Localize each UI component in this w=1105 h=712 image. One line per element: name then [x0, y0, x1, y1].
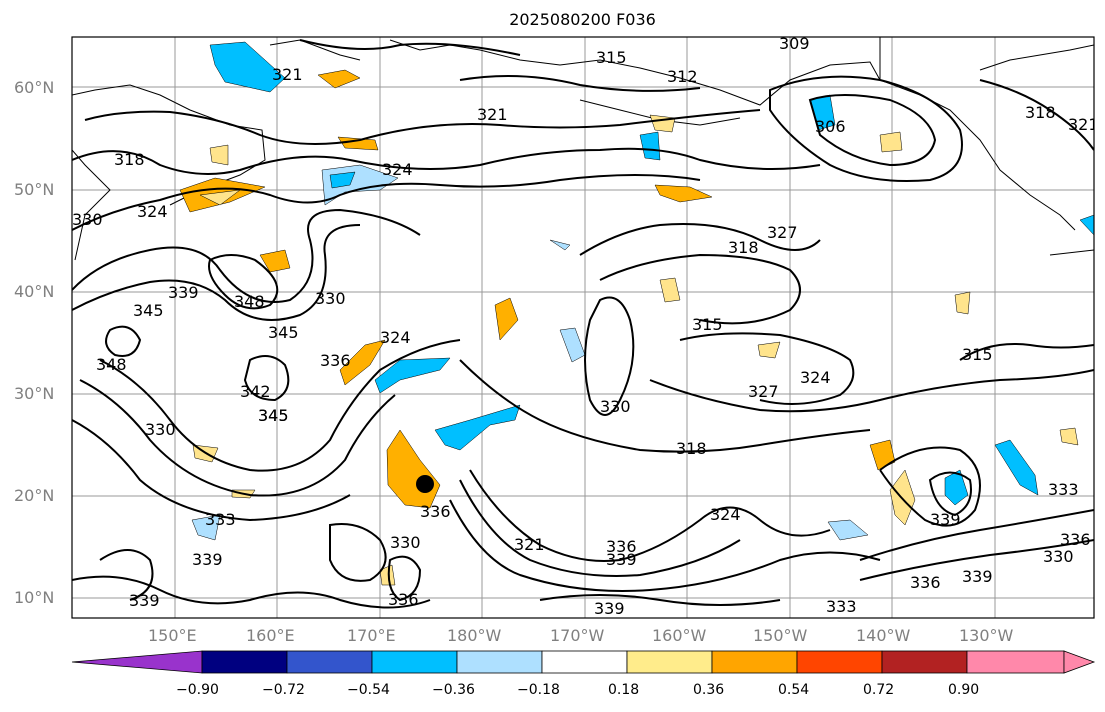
contour-label: 324 [137, 202, 168, 221]
contour-label: 336 [420, 502, 451, 521]
lon-label: 130°W [959, 626, 1014, 645]
contour-label: 348 [96, 355, 127, 374]
colorbar-extend-low [71, 650, 203, 674]
colorbar-tick-label: −0.36 [432, 682, 475, 698]
colorbar-bin [711, 650, 798, 674]
contour-label: 336 [320, 351, 351, 370]
lat-label: 30°N [14, 384, 55, 403]
contour-label: 339 [129, 591, 160, 610]
contour-labels: 309 315 312 321 306 318 321 324 321 324 … [72, 34, 1099, 618]
contour-label: 324 [710, 505, 741, 524]
lon-label: 160°E [246, 626, 295, 645]
contour-label: 333 [1048, 480, 1079, 499]
contour-label: 330 [600, 397, 631, 416]
contour-label: 315 [692, 315, 723, 334]
contour-label: 336 [910, 573, 941, 592]
map-title: 2025080200 F036 [509, 10, 656, 29]
contour-label: 345 [133, 301, 164, 320]
colorbar-bin [456, 650, 543, 674]
contour-label: 336 [1060, 530, 1091, 549]
contour-label: 330 [72, 210, 103, 229]
contour-label: 318 [676, 439, 707, 458]
lat-label: 50°N [14, 180, 55, 199]
contour-label: 330 [390, 533, 421, 552]
contour-label: 327 [748, 382, 779, 401]
contour-label: 324 [800, 368, 831, 387]
contour-label: 324 [382, 160, 413, 179]
contour-label: 309 [779, 34, 810, 53]
lat-label: 10°N [14, 588, 55, 607]
typhoon-center-marker [416, 475, 434, 493]
lon-label: 140°W [856, 626, 911, 645]
contour-label: 315 [596, 48, 627, 67]
lon-label: 170°W [550, 626, 605, 645]
contour-label: 333 [826, 597, 857, 616]
graticule [72, 37, 1094, 618]
lat-label: 40°N [14, 282, 55, 301]
colorbar-bin [541, 650, 628, 674]
lon-label: 170°E [347, 626, 396, 645]
lon-label: 160°W [652, 626, 707, 645]
contour-label: 339 [962, 567, 993, 586]
colorbar-bin [966, 650, 1065, 674]
contour-label: 330 [145, 420, 176, 439]
colorbar-bin [286, 650, 373, 674]
contour-label: 318 [114, 150, 145, 169]
colorbar-tick-label: 0.90 [948, 682, 980, 698]
contour-label: 321 [1068, 115, 1099, 134]
contour-label: 330 [315, 289, 346, 308]
colorbar-tick-label: −0.90 [176, 682, 219, 698]
colorbar [71, 650, 1096, 674]
contour-label: 318 [728, 238, 759, 257]
contour-label: 306 [815, 117, 846, 136]
contour-label: 327 [767, 223, 798, 242]
colorbar-bin [796, 650, 883, 674]
contour-label: 330 [1043, 547, 1074, 566]
contour-label: 339 [930, 510, 961, 529]
shading-negative [191, 41, 1094, 541]
contour-label: 339 [168, 283, 199, 302]
contour-label: 339 [606, 550, 637, 569]
colorbar-bin [881, 650, 968, 674]
colorbar-tick-label: 0.72 [863, 682, 895, 698]
contour-label: 321 [477, 105, 508, 124]
contour-label: 336 [388, 590, 419, 609]
contour-label: 321 [272, 65, 303, 84]
lon-label: 150°E [148, 626, 197, 645]
map-content: 309 315 312 321 306 318 321 324 321 324 … [72, 34, 1099, 618]
contour-label: 321 [514, 535, 545, 554]
lat-label: 60°N [14, 78, 55, 97]
contour-label: 339 [192, 550, 223, 569]
contour-label: 324 [380, 328, 411, 347]
colorbar-bin [371, 650, 458, 674]
contour-label: 348 [234, 292, 265, 311]
contour-label: 318 [1025, 103, 1056, 122]
contour-label: 345 [258, 406, 289, 425]
contour-label: 312 [667, 67, 698, 86]
lon-label: 150°W [753, 626, 808, 645]
contour-label: 333 [205, 510, 236, 529]
colorbar-tick-label: 0.18 [608, 682, 640, 698]
colorbar-tick-label: −0.72 [262, 682, 305, 698]
colorbar-tick-label: −0.54 [347, 682, 390, 698]
lon-label: 180°W [447, 626, 502, 645]
contour-label: 345 [258, 406, 289, 425]
contour-label: 342 [240, 382, 271, 401]
colorbar-tick-label: −0.18 [517, 682, 560, 698]
colorbar-extend-high [1063, 650, 1096, 674]
contour-label: 336 [606, 537, 637, 556]
colorbar-tick-label: 0.36 [693, 682, 725, 698]
contours [72, 39, 1094, 609]
plot-frame [71, 36, 1095, 619]
colorbar-tick-label: 0.54 [778, 682, 810, 698]
contour-label: 339 [594, 599, 625, 618]
colorbar-bin [201, 650, 288, 674]
contour-label: 315 [962, 345, 993, 364]
contour-label: 345 [268, 323, 299, 342]
colorbar-bin [626, 650, 713, 674]
lat-label: 20°N [14, 486, 55, 505]
